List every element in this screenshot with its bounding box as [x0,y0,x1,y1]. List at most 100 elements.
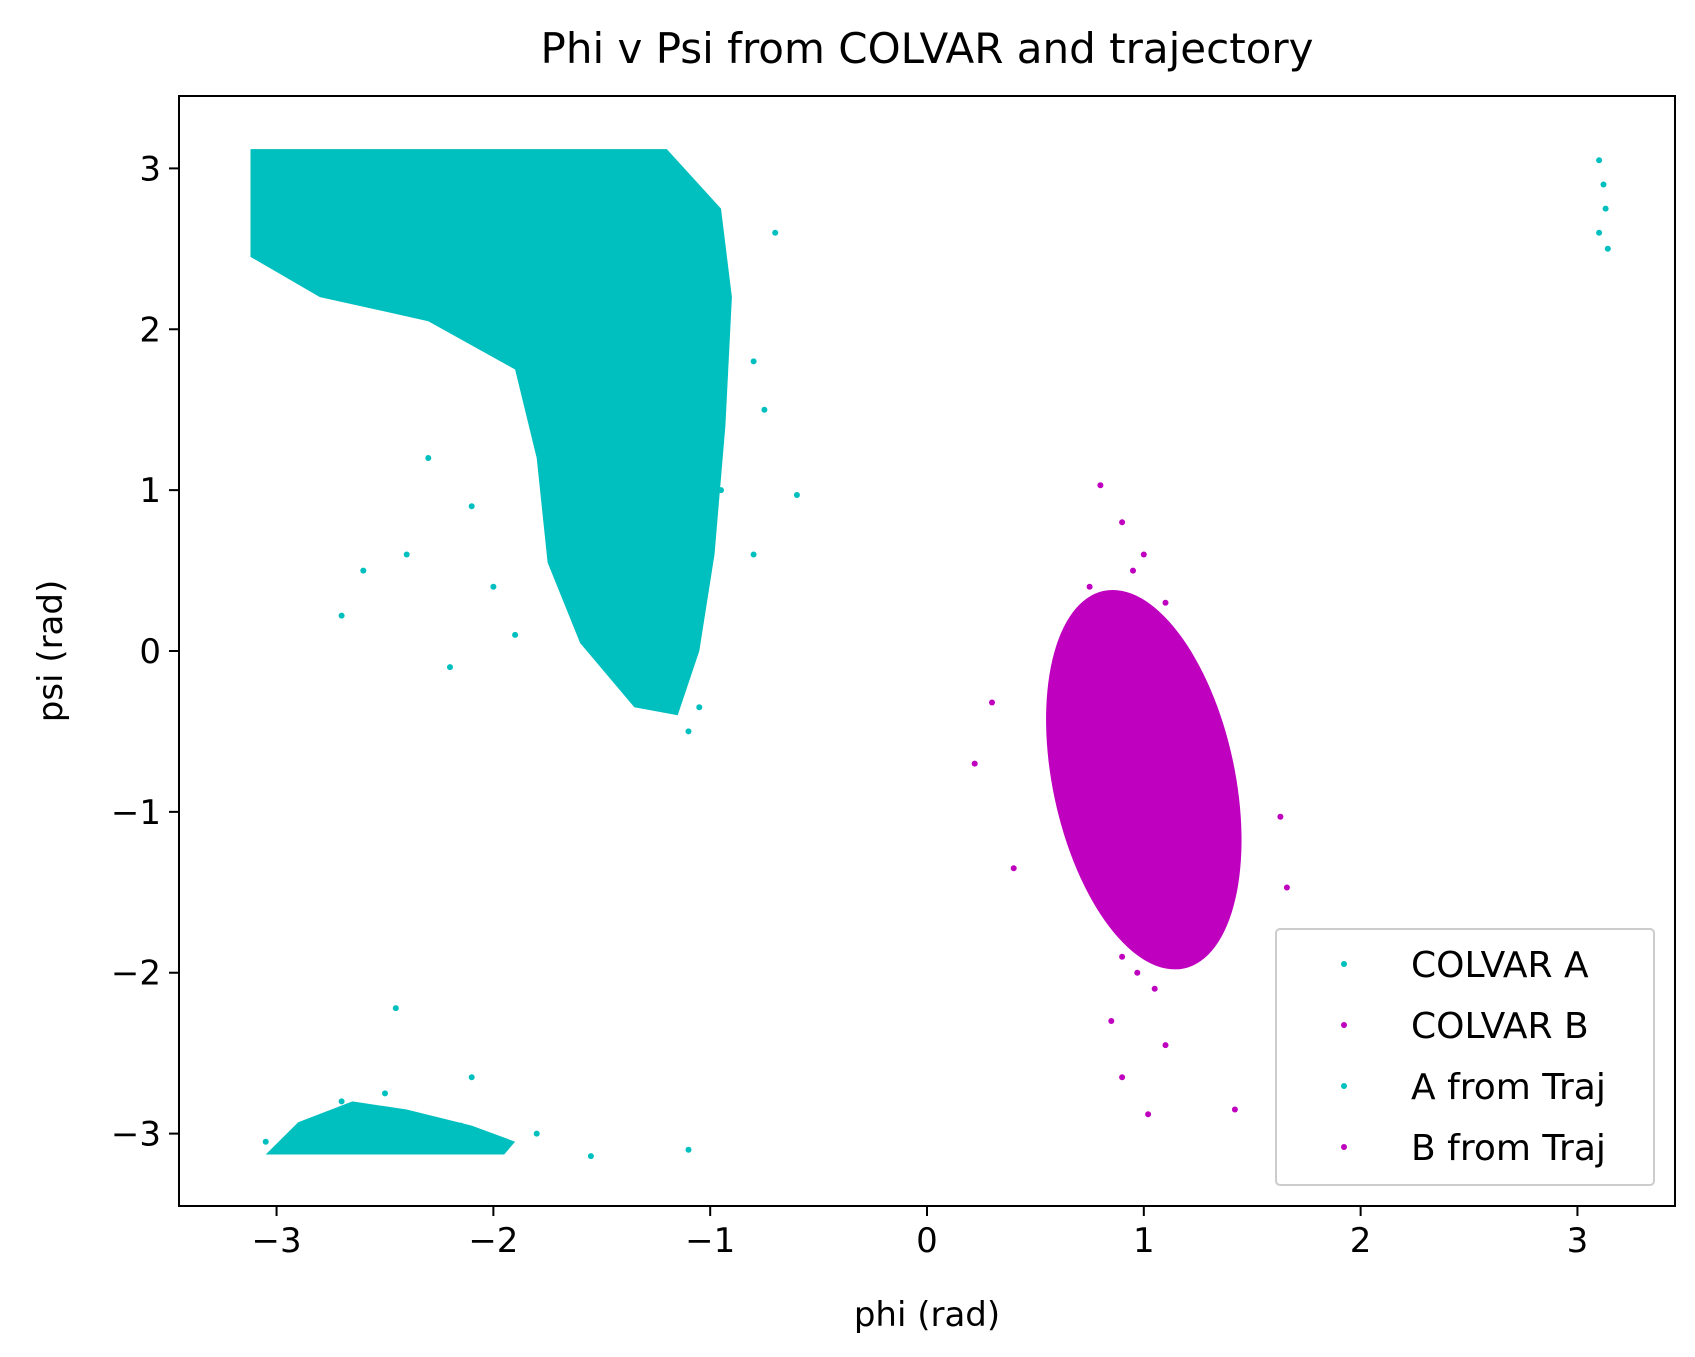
data-point-1-47 [338,612,345,619]
data-point-1-14 [642,278,649,284]
legend-label-1: COLVAR A [1411,945,1589,986]
data-point-1-39 [490,583,497,590]
data-point-1-10 [382,245,388,252]
data-point-1-26 [718,487,724,494]
data-point-3-18 [587,471,594,477]
data-point-1-49 [262,1138,269,1145]
legend-marker-3 [1341,1083,1347,1089]
data-point-2-14 [1097,905,1104,912]
legend-items: COLVAR A COLVAR B A from Traj B from Traj [1341,945,1606,1169]
data-point-3-16 [609,406,616,413]
data-point-1-50 [306,1122,313,1129]
data-point-3-26 [284,1146,291,1153]
data-point-1-30 [653,599,659,606]
data-point-3-8 [284,253,291,260]
data-point-2-21 [1145,1111,1152,1118]
data-point-2-25 [1277,813,1284,820]
data-point-1-55 [533,1130,540,1137]
data-point-1-13 [577,261,584,268]
data-point-3-9 [349,261,356,268]
legend: COLVAR A COLVAR B A from Traj B from Traj [1275,928,1655,1186]
data-point-2-12 [1075,841,1082,847]
data-point-3-1 [273,165,280,172]
data-point-2-1 [1097,482,1104,489]
data-point-1-6 [555,157,562,164]
data-point-3-3 [403,197,410,204]
data-point-1-28 [631,535,638,542]
data-point-4-3 [1151,631,1158,638]
data-point-1-34 [642,696,649,703]
density-region-a-0 [250,149,732,716]
data-point-1-16 [295,278,302,284]
data-point-2-20 [1119,1074,1126,1081]
data-point-2-15 [1184,921,1191,928]
data-point-1-3 [360,149,367,156]
series-4-points [1075,567,1212,976]
data-point-1-8 [262,213,269,220]
data-point-2-18 [1108,1018,1115,1024]
data-point-3-29 [414,1130,421,1137]
data-point-4-14 [1134,969,1141,976]
data-point-1-2 [295,157,302,164]
data-point-4-4 [1086,680,1093,687]
data-point-2-5 [1162,599,1169,606]
data-point-1-40 [512,631,519,638]
data-point-3-23 [674,640,681,646]
legend-marker-4 [1341,1144,1347,1150]
y-tick-label-6: 2 [139,310,161,350]
data-point-1-48 [772,229,779,236]
y-axis-ticks: −3 −2 −1 0 1 2 3 [111,149,179,1155]
data-point-2-26 [1283,884,1290,891]
data-point-1-1 [251,149,258,156]
data-point-1-43 [750,358,757,365]
data-point-3-19 [642,503,649,510]
data-point-3-6 [598,229,605,236]
data-point-4-13 [1162,945,1169,952]
data-point-3-11 [479,278,486,284]
y-tick-label-5: 1 [139,471,161,511]
data-point-1-5 [490,152,497,159]
y-tick-label-4: 0 [139,632,161,672]
legend-label-3: A from Traj [1411,1067,1606,1108]
data-point-4-8 [1080,808,1087,815]
data-point-1-31 [696,615,703,622]
x-tick-label-2: −2 [468,1221,518,1261]
y-axis-label: psi (rad) [31,580,71,722]
x-tick-label-7: 3 [1567,1221,1589,1261]
data-point-1-64 [1602,205,1609,212]
data-point-4-7 [1195,760,1201,767]
y-tick-label-3: −1 [111,793,161,833]
data-point-1-62 [1596,157,1603,164]
data-point-3-2 [338,181,345,188]
legend-box [1275,928,1655,1186]
data-point-1-51 [360,1130,367,1137]
data-point-3-31 [501,1138,508,1145]
data-point-4-6 [1075,744,1082,751]
data-point-1-29 [598,567,605,574]
data-point-3-24 [653,680,659,687]
data-point-1-17 [360,294,367,301]
x-axis-label: phi (rad) [854,1295,1000,1335]
series-1-points [251,149,1611,1160]
series-3-points [273,165,703,1153]
data-point-1-53 [447,1138,453,1145]
data-point-3-10 [414,270,421,276]
data-point-3-27 [327,1130,334,1137]
data-point-1-44 [761,406,768,413]
data-point-1-52 [403,1146,410,1153]
data-point-3-14 [674,342,681,349]
data-point-2-13 [1216,857,1223,864]
data-point-2-19 [1162,1042,1169,1049]
data-point-1-59 [468,1074,475,1081]
data-point-1-56 [338,1098,345,1105]
y-tick-label-1: −3 [111,1115,161,1155]
data-point-2-11 [1227,792,1234,799]
legend-marker-1 [1341,961,1347,967]
data-point-2-2 [1119,519,1126,526]
data-point-3-28 [371,1114,378,1121]
data-point-4-11 [1195,889,1201,896]
data-point-2-10 [1054,776,1061,783]
data-point-1-61 [685,1146,692,1153]
data-point-3-4 [468,205,475,212]
data-point-3-15 [555,374,562,381]
